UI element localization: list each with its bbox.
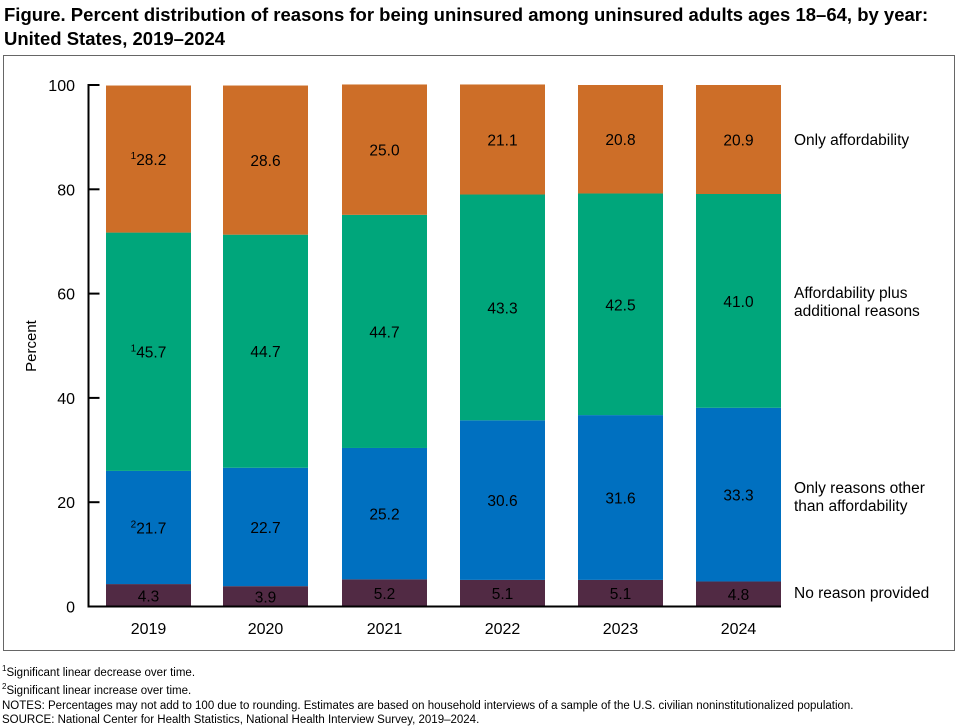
data-label: 25.2: [369, 507, 399, 524]
y-tick-label: 20: [57, 495, 75, 512]
data-label: 145.7: [131, 344, 167, 362]
data-label: 42.5: [605, 297, 635, 314]
data-label: 22.7: [250, 520, 280, 537]
data-label: 43.3: [487, 300, 517, 317]
data-label: 31.6: [605, 491, 635, 508]
bar-segment: [342, 579, 427, 607]
data-label: 4.8: [728, 587, 750, 604]
bar-segment: [460, 194, 545, 421]
legend-label: Only affordability: [794, 132, 909, 149]
footnote-1-mark: 1: [2, 664, 7, 673]
data-label: 28.6: [250, 153, 280, 170]
legend-label: No reason provided: [794, 585, 929, 602]
data-label: 44.7: [369, 324, 399, 341]
data-label: 5.1: [610, 586, 632, 603]
bar-segment: [460, 579, 545, 607]
bar-segment: [106, 584, 191, 607]
x-tick-label: 2020: [248, 621, 284, 638]
bar-segment: [106, 232, 191, 471]
bar-segment: [578, 85, 663, 194]
bar-segment: [578, 579, 663, 607]
data-label: 5.2: [374, 586, 396, 603]
bar-segment: [696, 407, 781, 582]
bar-segment: [223, 467, 308, 587]
bar-segment: [106, 85, 191, 233]
data-label: 221.7: [131, 519, 167, 537]
data-label: 25.0: [369, 143, 400, 160]
y-tick-label: 80: [57, 182, 75, 199]
label-value: 28.2: [136, 152, 166, 169]
data-label: 44.7: [250, 344, 280, 361]
legend-label: additional reasons: [794, 303, 920, 320]
y-tick-label: 60: [57, 287, 75, 304]
superscript: 2: [131, 519, 137, 530]
x-tick-label: 2021: [367, 621, 403, 638]
bar-segment: [578, 415, 663, 580]
label-value: 21.7: [136, 520, 166, 537]
bar-segment: [460, 420, 545, 580]
footnote-1-text: Significant linear decrease over time.: [6, 666, 196, 679]
bar-segment: [342, 84, 427, 215]
footnote-2-mark: 2: [2, 682, 7, 692]
footnote-1: 1Significant linear decrease over time.: [2, 662, 854, 680]
superscript: 1: [131, 344, 137, 355]
chart-title: Figure. Percent distribution of reasons …: [4, 4, 929, 49]
data-label: 3.9: [255, 589, 277, 606]
legend-label: Only reasons other: [794, 480, 925, 497]
bar-segment: [696, 85, 781, 194]
data-label: 20.8: [605, 132, 635, 149]
y-tick-label: 0: [66, 600, 75, 617]
data-label: 30.6: [487, 493, 517, 510]
bar-segment: [342, 214, 427, 448]
bar-segment: [106, 470, 191, 585]
data-label: 4.3: [138, 588, 160, 605]
bar-segment: [223, 234, 308, 468]
data-label: 41.0: [723, 294, 754, 311]
data-label: 128.2: [131, 151, 167, 169]
bar-segment: [342, 447, 427, 580]
footnote-2: 2Significant linear increase over time.: [2, 680, 854, 698]
x-tick-label: 2023: [603, 621, 639, 638]
y-tick-label: 40: [57, 391, 75, 408]
legend-label: Affordability plus: [794, 285, 908, 302]
notes: 1Significant linear decrease over time. …: [2, 662, 854, 728]
bar-segment: [223, 85, 308, 235]
y-tick-label: 100: [48, 78, 75, 95]
x-tick-label: 2024: [721, 621, 757, 638]
superscript: 1: [131, 151, 137, 162]
y-axis-label: Percent: [23, 319, 40, 372]
data-label: 5.1: [492, 586, 514, 603]
bar-segment: [460, 84, 545, 195]
data-label: 20.9: [723, 132, 753, 149]
source-text: SOURCE: National Center for Health Stati…: [2, 714, 480, 727]
data-label: 21.1: [487, 132, 517, 149]
label-value: 45.7: [136, 345, 166, 362]
bar-segment: [578, 193, 663, 416]
legend-label: than affordability: [794, 498, 908, 515]
bar-segment: [696, 581, 781, 607]
notes-text: NOTES: Percentages may not add to 100 du…: [2, 699, 854, 712]
chart-frame: [3, 55, 955, 651]
bar-segment: [223, 586, 308, 607]
x-tick-label: 2022: [485, 621, 521, 638]
x-tick-label: 2019: [131, 621, 167, 638]
data-label: 33.3: [723, 488, 753, 505]
bar-segment: [696, 193, 781, 408]
footnote-2-text: Significant linear increase over time.: [6, 685, 192, 698]
